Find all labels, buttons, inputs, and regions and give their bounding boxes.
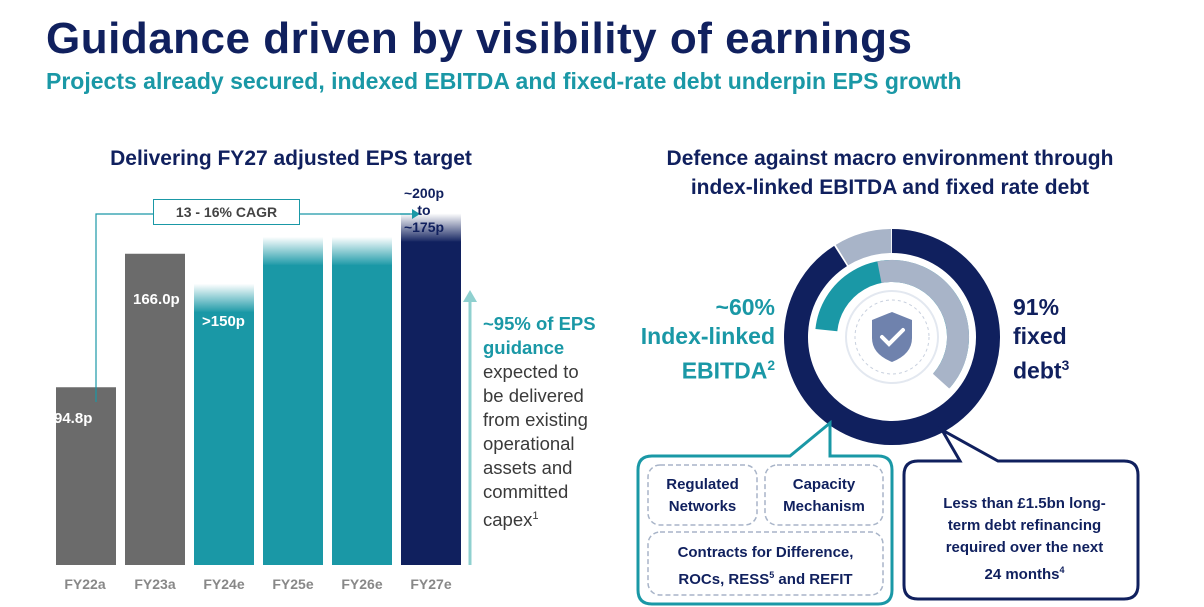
fixed-debt-footnote: 3 bbox=[1061, 358, 1070, 373]
x-tick-fy25e: FY25e bbox=[272, 576, 314, 592]
guidance-footnote: 1 bbox=[532, 510, 539, 522]
regulated-line2: Networks bbox=[668, 498, 737, 515]
eps-chart-heading: Delivering FY27 adjusted EPS target bbox=[110, 147, 472, 170]
bar-fade-fy24e bbox=[194, 283, 254, 313]
debt-line2: term debt refinancing bbox=[947, 517, 1102, 534]
index-linked-line1: Index-linked bbox=[640, 323, 775, 349]
index-linked-footnote: 2 bbox=[767, 358, 775, 373]
debt-line4: 24 months bbox=[984, 566, 1060, 583]
donut-chart bbox=[784, 229, 1000, 445]
bar-fy26e bbox=[332, 264, 392, 565]
index-linked-line2: EBITDA bbox=[681, 357, 768, 384]
contracts-text: Contracts for Difference, ROCs, RESS5 an… bbox=[648, 542, 883, 591]
donut-inner-other bbox=[877, 260, 969, 389]
fy27-range-high: ~200p bbox=[403, 185, 445, 201]
macro-heading-line1: Defence against macro environment throug… bbox=[666, 147, 1114, 170]
fixed-debt-pct: 91% bbox=[1013, 294, 1060, 320]
debt-line3: required over the next bbox=[945, 539, 1104, 556]
cagr-bracket bbox=[95, 213, 410, 402]
donut-outer-floating bbox=[835, 229, 892, 266]
bar-fade-fy27e bbox=[401, 213, 461, 243]
regulated-line1: Regulated bbox=[666, 476, 739, 493]
bar-fy23a bbox=[125, 253, 185, 565]
index-linked-pct: ~60% bbox=[715, 294, 775, 320]
bar-fade-fy25e bbox=[263, 236, 323, 266]
guidance-note: ~95% of EPS guidance expected to be deli… bbox=[483, 312, 603, 532]
bar-series bbox=[56, 213, 461, 565]
debt-refinancing-text: Less than £1.5bn long- term debt refinan… bbox=[912, 493, 1137, 586]
bar-fy24e bbox=[194, 311, 254, 565]
bar-fy27e bbox=[401, 241, 461, 565]
contracts-line2b: and REFIT bbox=[774, 571, 853, 588]
capacity-line2: Mechanism bbox=[783, 498, 865, 515]
capacity-line1: Capacity bbox=[792, 476, 856, 493]
contracts-line1: Contracts for Difference, bbox=[677, 544, 854, 561]
x-tick-fy22a: FY22a bbox=[64, 576, 106, 592]
fy27-range-label: ~200p to ~175p bbox=[399, 185, 449, 236]
contracts-box bbox=[647, 531, 884, 596]
guidance-highlight: ~95% of EPS guidance bbox=[483, 313, 596, 358]
cagr-arrowhead bbox=[412, 209, 420, 219]
bar-fy22a bbox=[56, 387, 116, 565]
bar-label-fy22: 94.8p bbox=[54, 410, 93, 427]
bar-fy25e bbox=[263, 264, 323, 565]
page-subtitle: Projects already secured, indexed EBITDA… bbox=[46, 68, 962, 94]
debt-callout-box bbox=[902, 426, 1140, 601]
bar-label-fy23: 166.0p bbox=[133, 291, 180, 308]
index-linked-label: ~60% Index-linked EBITDA2 bbox=[600, 293, 775, 386]
debt-footnote: 4 bbox=[1059, 565, 1065, 575]
shield-check-icon bbox=[845, 290, 939, 384]
x-tick-fy23a: FY23a bbox=[134, 576, 176, 592]
macro-defence-heading: Defence against macro environment throug… bbox=[610, 144, 1170, 202]
contracts-footnote: 5 bbox=[769, 570, 775, 580]
bar-label-fy24: >150p bbox=[202, 313, 245, 330]
capacity-mechanism-box bbox=[764, 464, 884, 526]
guidance-rest: expected to be delivered from existing o… bbox=[483, 361, 588, 531]
fy27-range-low: ~175p bbox=[403, 219, 445, 235]
cagr-label: 13 - 16% CAGR bbox=[153, 199, 300, 225]
x-tick-fy26e: FY26e bbox=[341, 576, 383, 592]
macro-heading-line2: index-linked EBITDA and fixed rate debt bbox=[690, 176, 1090, 199]
x-tick-fy24e: FY24e bbox=[203, 576, 245, 592]
page-title: Guidance driven by visibility of earning… bbox=[46, 14, 913, 63]
contracts-line2a: ROCs, RESS bbox=[678, 571, 770, 588]
regulated-networks-text: Regulated Networks bbox=[648, 474, 757, 518]
x-tick-fy27e: FY27e bbox=[410, 576, 452, 592]
index-linked-callout-box bbox=[636, 419, 894, 606]
fixed-debt-line1: fixed bbox=[1013, 323, 1067, 349]
donut-outer-fixed-debt bbox=[784, 229, 1000, 445]
capacity-mechanism-text: Capacity Mechanism bbox=[765, 474, 883, 518]
debt-line1: Less than £1.5bn long- bbox=[943, 495, 1106, 512]
fixed-debt-line2: debt bbox=[1013, 357, 1062, 384]
guidance-arrowhead bbox=[463, 290, 477, 302]
bar-fade-fy26e bbox=[332, 236, 392, 266]
fy27-range-to: to bbox=[417, 202, 431, 218]
fixed-debt-label: 91% fixed debt3 bbox=[1013, 293, 1113, 386]
regulated-networks-box bbox=[647, 464, 758, 526]
